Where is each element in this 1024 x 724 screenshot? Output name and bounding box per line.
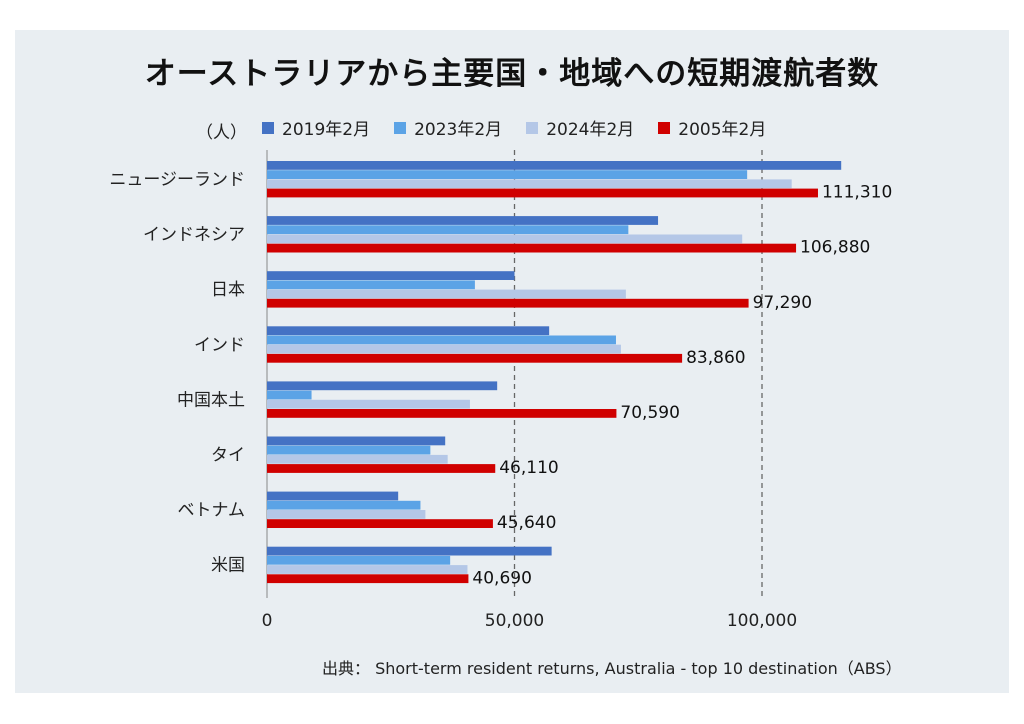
bar-1-1: [267, 225, 629, 235]
bar-0-7: [267, 546, 552, 556]
legend-label: 2023年2月: [414, 120, 503, 140]
bar-3-7: [267, 574, 469, 584]
legend-item: 2023年2月: [394, 115, 502, 140]
legend-item: 2005年2月: [658, 115, 766, 140]
data-label: 46,110: [499, 458, 558, 478]
legend-swatch: [262, 121, 274, 134]
legend-label: 2024年2月: [546, 120, 635, 140]
bar-2-4: [267, 399, 470, 409]
data-label: 111,310: [822, 183, 892, 203]
chart-title: オーストラリアから主要国・地域への短期渡航者数: [144, 56, 880, 92]
bar-3-1: [267, 243, 797, 253]
bar-1-4: [267, 390, 312, 400]
bar-0-3: [267, 326, 550, 336]
bar-2-7: [267, 565, 468, 574]
bar-2-1: [267, 234, 743, 244]
bar-2-2: [267, 289, 626, 299]
data-label: 106,880: [800, 238, 870, 258]
category-label: インド: [194, 335, 245, 355]
data-label: 45,640: [497, 513, 556, 533]
bar-2-5: [267, 454, 448, 464]
x-tick-label: 0: [262, 611, 273, 631]
category-label: ニュージーランド: [109, 170, 245, 190]
bar-1-7: [267, 555, 451, 565]
bar-0-6: [267, 491, 399, 501]
bar-2-6: [267, 510, 426, 519]
bar-0-0: [267, 161, 842, 170]
bar-3-5: [267, 464, 496, 473]
legend-label: 2005年2月: [678, 120, 767, 140]
bar-1-3: [267, 335, 616, 345]
data-label: 83,860: [686, 348, 745, 368]
bar-3-4: [267, 409, 617, 418]
bar-3-6: [267, 519, 493, 528]
bar-1-0: [267, 170, 748, 179]
legend: 2019年2月 2023年2月 2024年2月 2005年2月: [262, 115, 766, 140]
legend-swatch: [658, 121, 671, 134]
data-label: 97,290: [753, 293, 812, 313]
bar-0-5: [267, 436, 446, 446]
bar-3-0: [267, 188, 818, 198]
bar-2-3: [267, 344, 621, 354]
x-tick-label: 50,000: [485, 611, 544, 631]
legend-item: 2019年2月: [262, 115, 370, 140]
category-label: タイ: [211, 446, 245, 466]
bar-3-3: [267, 353, 683, 363]
legend-swatch: [394, 121, 407, 134]
bar-0-1: [267, 216, 659, 225]
data-label: 40,690: [472, 568, 531, 588]
bar-2-0: [267, 179, 792, 189]
legend-item: 2024年2月: [526, 115, 634, 140]
bar-0-4: [267, 381, 498, 391]
x-tick-label: 100,000: [727, 611, 797, 631]
category-label: 日本: [211, 280, 245, 300]
category-label: 中国本土: [177, 390, 245, 410]
unit-label: （人）: [196, 123, 247, 143]
category-label: ベトナム: [178, 501, 246, 521]
bar-0-2: [267, 271, 515, 280]
category-label: インドネシア: [143, 225, 245, 245]
bar-1-2: [267, 280, 475, 290]
legend-swatch: [526, 121, 539, 134]
bar-1-5: [267, 445, 431, 455]
bar-3-2: [267, 298, 749, 308]
source-note: 出典： Short-term resident returns, Austral…: [322, 659, 902, 678]
legend-label: 2019年2月: [282, 120, 371, 140]
bar-1-6: [267, 500, 421, 510]
data-label: 70,590: [620, 403, 679, 423]
category-label: 米国: [211, 556, 245, 576]
